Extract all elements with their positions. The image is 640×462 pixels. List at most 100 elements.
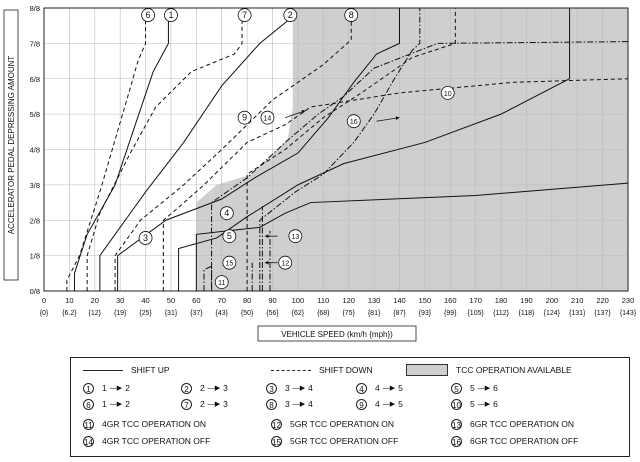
x-tick-mph-label: {62} (292, 310, 305, 317)
legend-number-circle: 14 (83, 435, 94, 447)
x-tick-mph-label: {6.2} (62, 310, 77, 317)
arrow-icon: —▶ (292, 385, 306, 392)
x-tick-mph-label: {93} (419, 310, 432, 317)
x-tick-label: 120 (342, 296, 355, 305)
legend-number-circle: 1 (83, 382, 94, 394)
legend-tcc-item-label: 5GR TCC OPERATION OFF (290, 436, 399, 446)
x-tick-label: 170 (469, 296, 482, 305)
series-line-2 (99, 8, 291, 291)
x-tick-label: 50 (167, 296, 175, 305)
legend-to-gear: 2 (125, 383, 130, 393)
curve-label-8: 8 (349, 10, 354, 20)
x-tick-label: 140 (393, 296, 406, 305)
legend-from-gear: 4 (375, 399, 380, 409)
legend-number-circle: 3 (266, 382, 277, 394)
x-tick-mph-label: {37} (190, 310, 203, 317)
x-tick-label: 220 (596, 296, 609, 305)
legend-tcc-item: 13 6GR TCC OPERATION ON (451, 418, 574, 430)
curve-label-2: 2 (288, 10, 293, 20)
legend-from-gear: 5 (470, 399, 475, 409)
x-tick-mph-label: {50} (241, 310, 254, 317)
x-tick-mph-label: {56} (266, 310, 279, 317)
x-tick-mph-label: {118} (519, 310, 535, 317)
x-tick-label: 0 (42, 296, 46, 305)
x-tick-label: 80 (243, 296, 251, 305)
y-tick-label: 1/8 (30, 252, 40, 261)
series-line-3 (117, 8, 400, 291)
legend-shift-up-label: SHIFT UP (131, 365, 170, 375)
x-tick-mph-label: {68} (317, 310, 330, 317)
legend-box: SHIFT UP SHIFT DOWN TCC OPERATION AVAILA… (70, 357, 630, 457)
curve-label-circle-5 (222, 229, 237, 244)
x-tick-mph-label: {19} (114, 310, 127, 317)
curve-label-10: 10 (444, 91, 452, 98)
y-tick-label: 0/8 (30, 287, 40, 296)
arrow-icon: —▶ (292, 401, 306, 408)
series-line-14 (211, 41, 629, 291)
legend-from-gear: 5 (470, 383, 475, 393)
x-tick-mph-label: {81} (368, 310, 381, 317)
curve-label-circle-12 (278, 255, 293, 270)
curve-label-circle-13 (288, 229, 303, 244)
legend-tcc-item: 11 4GR TCC OPERATION ON (83, 418, 206, 430)
legend-from-gear: 1 (102, 383, 107, 393)
arrow-head (264, 260, 269, 265)
legend-tcc-item: 14 4GR TCC OPERATION OFF (83, 435, 210, 447)
curve-label-12: 12 (281, 261, 289, 268)
legend-tcc-item-label: 5GR TCC OPERATION ON (290, 419, 395, 429)
curve-label-9: 9 (242, 113, 247, 123)
legend-shift-item: 10 5 —▶ 6 (451, 398, 498, 410)
curve-label-circle-14 (260, 110, 275, 125)
curve-label-14: 14 (264, 116, 272, 123)
legend-tcc-label: TCC OPERATION AVAILABLE (456, 365, 572, 375)
curve-label-13: 13 (291, 234, 299, 241)
curve-label-6: 6 (146, 10, 151, 20)
legend-number-circle: 11 (83, 418, 94, 430)
legend-shift-item: 6 1 —▶ 2 (83, 398, 130, 410)
series-line-11 (203, 265, 213, 291)
x-tick-label: 100 (292, 296, 305, 305)
legend-to-gear: 6 (493, 399, 498, 409)
legend-number-circle: 4 (356, 382, 367, 394)
y-tick-label: 5/8 (30, 110, 40, 119)
y-tick-label: 2/8 (30, 216, 40, 225)
x-tick-mph-label: {12} (89, 310, 102, 317)
x-tick-mph-label: {143} (620, 310, 637, 317)
legend-shift-down: SHIFT DOWN (271, 364, 373, 376)
legend-tcc-item-label: 4GR TCC OPERATION OFF (102, 436, 211, 446)
dashed-line-swatch (271, 369, 311, 371)
x-tick-mph-label: {25} (139, 310, 152, 317)
legend-number-circle: 12 (271, 418, 282, 430)
legend-shift-down-label: SHIFT DOWN (319, 365, 373, 375)
x-tick-mph-label: {105} (467, 310, 484, 317)
arrow-icon: —▶ (109, 385, 123, 392)
curve-label-circle-8 (344, 8, 359, 22)
legend-to-gear: 3 (223, 399, 228, 409)
curve-label-16: 16 (350, 119, 358, 126)
arrow-head (264, 234, 269, 239)
y-tick-label: 4/8 (30, 146, 40, 155)
y-tick-label: 8/8 (30, 4, 40, 13)
curve-label-circle-15 (222, 255, 237, 270)
series-line-15 (259, 8, 421, 291)
arrow-icon: —▶ (382, 385, 396, 392)
series-line-5 (195, 182, 629, 291)
legend-to-gear: 6 (493, 383, 498, 393)
plot-frame (43, 7, 629, 292)
label-arrow (376, 117, 400, 122)
curve-label-4: 4 (224, 208, 229, 218)
curve-label-circle-10 (440, 86, 455, 100)
x-tick-mph-label: {124} (544, 310, 561, 317)
legend-shift-item: 3 3 —▶ 4 (266, 382, 313, 394)
legend-tcc-item: 15 5GR TCC OPERATION OFF (271, 435, 398, 447)
series-line-9 (162, 78, 629, 291)
x-tick-label: 190 (520, 296, 533, 305)
series-line-8 (114, 8, 352, 291)
legend-tcc: TCC OPERATION AVAILABLE (406, 364, 572, 376)
legend-to-gear: 5 (398, 399, 403, 409)
y-axis-title-box (3, 9, 19, 281)
legend-tcc-item-label: 6GR TCC OPERATION ON (470, 419, 575, 429)
legend-number-circle: 7 (181, 398, 192, 410)
series-line-4 (178, 8, 571, 291)
